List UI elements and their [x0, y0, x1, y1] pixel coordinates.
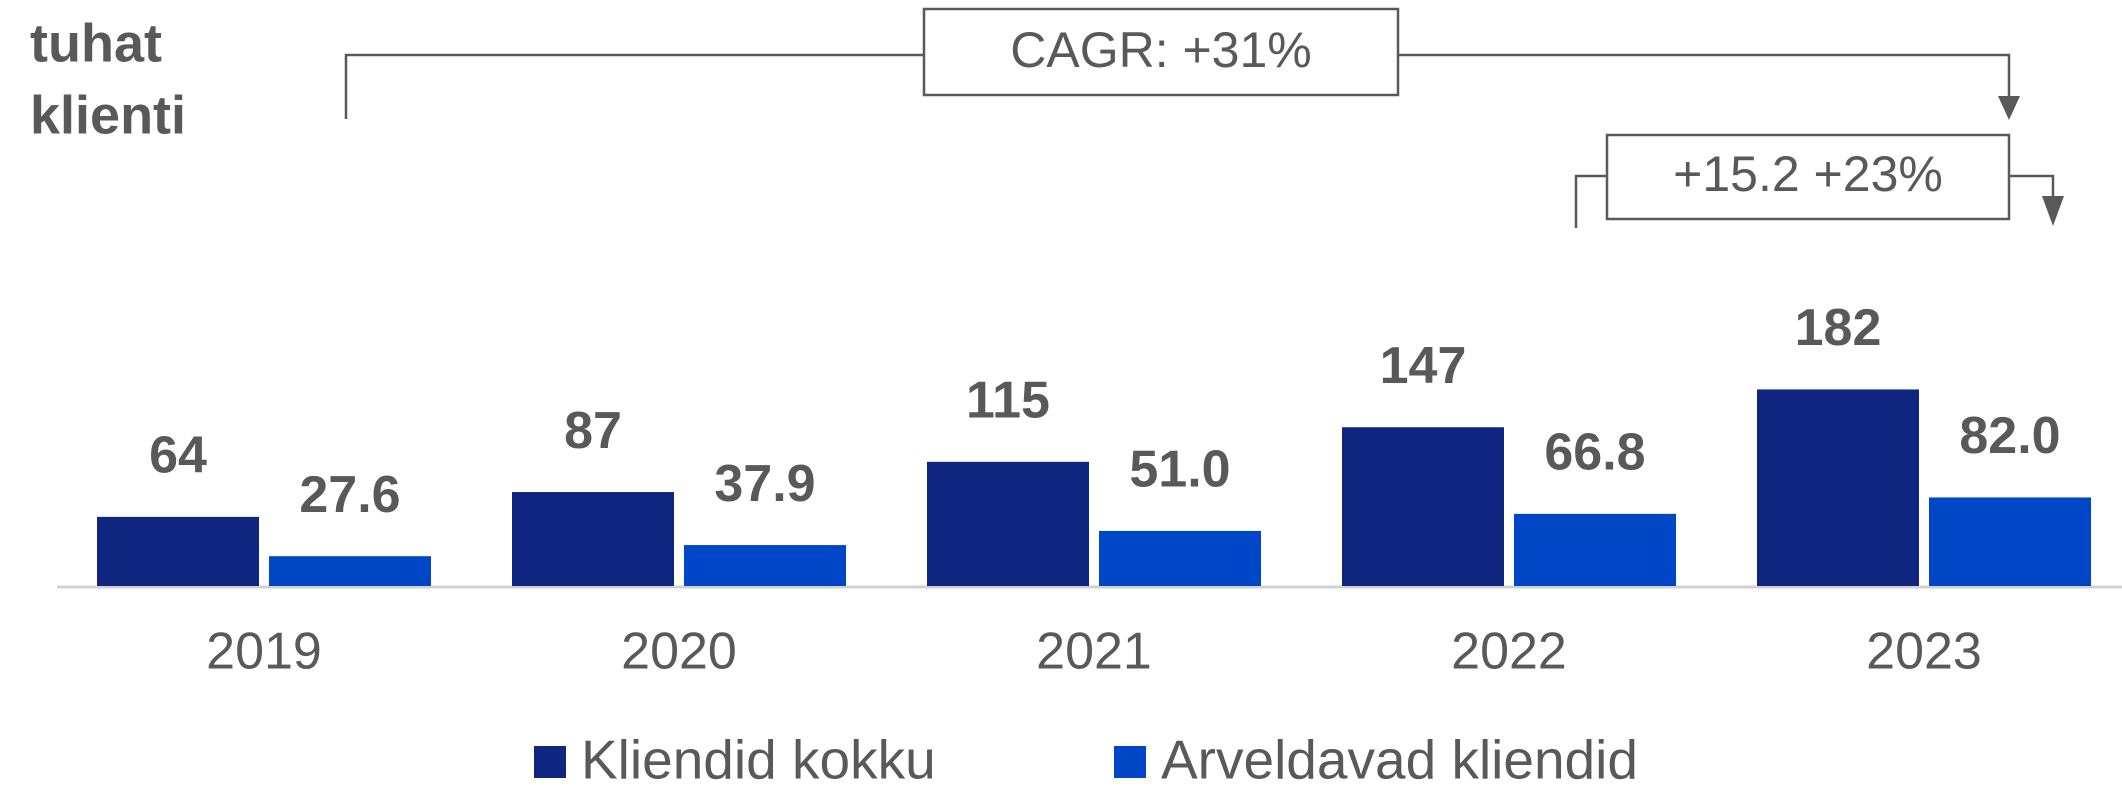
- data-label: 182: [1795, 299, 1882, 357]
- connector: [344, 53, 2011, 119]
- arrow: [1998, 96, 2020, 120]
- annotation-box: [922, 7, 1400, 97]
- legend-swatch: [1114, 746, 1146, 778]
- x-tick-label: 2023: [1866, 623, 1982, 681]
- data-label: 37.9: [714, 455, 815, 513]
- x-tick-label: 2020: [621, 623, 737, 681]
- legend-swatch: [534, 746, 566, 778]
- bar: [97, 516, 259, 586]
- annotation: +15.2 +23%: [1673, 146, 1943, 202]
- bar: [512, 492, 674, 586]
- legend-label: Kliendid kokku: [581, 729, 936, 790]
- bar: [269, 556, 431, 586]
- bar: [927, 461, 1089, 586]
- bar: [1342, 427, 1504, 586]
- annotation: CAGR: +31%: [1010, 22, 1312, 78]
- bar: [1514, 513, 1676, 586]
- y-label: klienti: [30, 85, 186, 145]
- x-tick-label: 2019: [206, 623, 322, 681]
- data-label: 147: [1380, 337, 1467, 395]
- data-label: 66.8: [1544, 424, 1645, 482]
- x-tick-label: 2021: [1036, 623, 1152, 681]
- data-label: 64: [149, 427, 207, 485]
- x-tick-label: 2022: [1451, 623, 1567, 681]
- legend-label: Arveldavad kliendid: [1161, 729, 1638, 790]
- data-label: 27.6: [299, 466, 400, 524]
- bar: [1757, 389, 1919, 586]
- bar: [1929, 497, 2091, 586]
- data-label: 115: [966, 372, 1050, 430]
- data-label: 82.0: [1959, 407, 2060, 465]
- annotation-box: [1605, 133, 2011, 221]
- data-label: 51.0: [1129, 441, 1230, 499]
- bar: [684, 545, 846, 586]
- bar: [1099, 530, 1261, 586]
- arrow: [2042, 196, 2064, 226]
- y-label: tuhat: [30, 13, 162, 73]
- connector: [1574, 174, 2055, 228]
- data-label: 87: [564, 402, 622, 460]
